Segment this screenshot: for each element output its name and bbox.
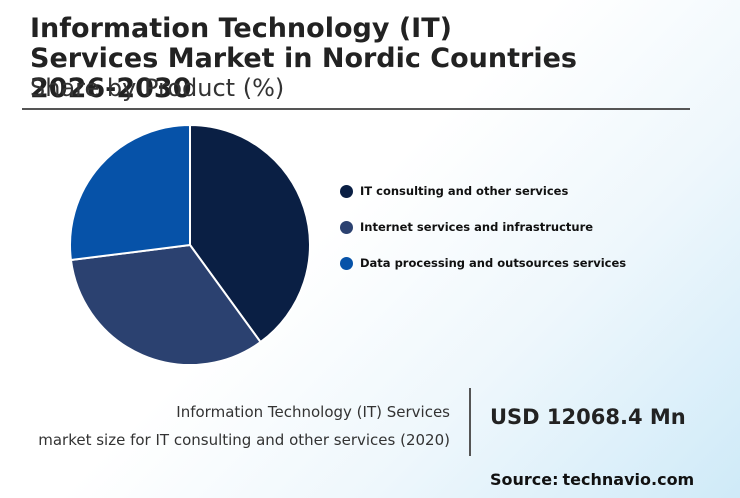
chart-subtitle: Share by Product (%) xyxy=(30,74,285,102)
legend-item: Data processing and outsources services xyxy=(340,245,626,281)
market-size-line-1: Information Technology (IT) Services xyxy=(176,403,450,421)
legend-swatch xyxy=(340,184,353,198)
legend-item: IT consulting and other services xyxy=(340,173,626,209)
stat-divider xyxy=(469,388,471,456)
legend-label: Internet services and infrastructure xyxy=(360,220,594,234)
chart-legend: IT consulting and other services Internet… xyxy=(340,173,626,281)
legend-swatch xyxy=(340,256,353,270)
market-size-value: USD 12068.4 Mn xyxy=(490,405,686,429)
source-credit: Source: technavio.com xyxy=(490,470,694,489)
source-label: Source: xyxy=(490,470,559,489)
title-line-2: Services Market in Nordic Countries xyxy=(30,43,577,74)
legend-label: IT consulting and other services xyxy=(360,184,569,198)
legend-swatch xyxy=(340,220,353,234)
market-size-line-2: market size for IT consulting and other … xyxy=(38,431,450,449)
title-line-1: Information Technology (IT) xyxy=(30,13,452,44)
source-name: technavio.com xyxy=(562,470,695,489)
pie-slice-2 xyxy=(69,243,262,366)
chart-title: Information Technology (IT) Services Mar… xyxy=(30,14,670,104)
title-line-3: 2026-2030 xyxy=(30,73,192,104)
pie-slice-1 xyxy=(189,123,311,344)
title-divider xyxy=(22,108,690,110)
pie-chart xyxy=(69,123,311,366)
legend-item: Internet services and infrastructure xyxy=(340,209,626,245)
legend-label: Data processing and outsources services xyxy=(360,256,627,270)
pie-slice-3 xyxy=(69,123,191,262)
market-size-description: Information Technology (IT) Services mar… xyxy=(38,398,450,454)
